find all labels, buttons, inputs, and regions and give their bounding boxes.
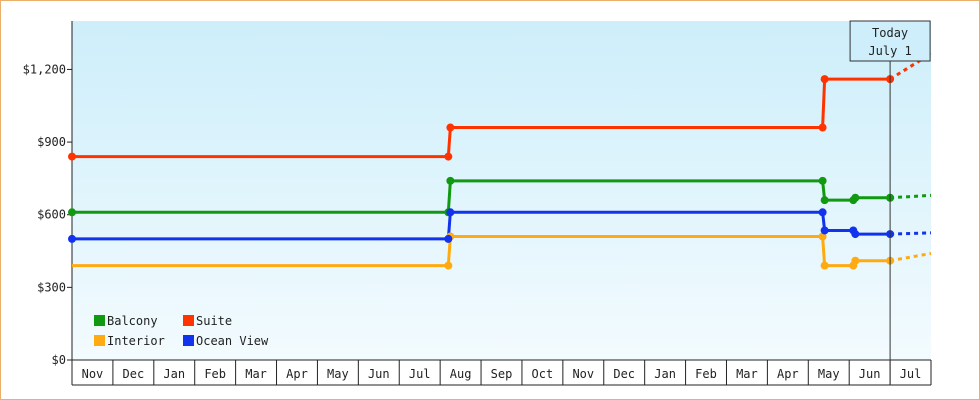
legend-label: Suite (196, 314, 232, 328)
legend-label: Ocean View (196, 334, 269, 348)
plot-background (72, 21, 931, 360)
data-point (820, 226, 829, 235)
x-tick-label: Mar (736, 367, 758, 381)
y-tick-label: $0 (52, 353, 66, 367)
legend-label: Balcony (107, 314, 158, 328)
x-tick-label: Apr (286, 367, 308, 381)
y-tick-label: $1,200 (23, 62, 66, 76)
x-tick-label: Nov (82, 367, 104, 381)
legend-label: Interior (107, 334, 165, 348)
x-tick-label: Dec (123, 367, 145, 381)
x-tick-label: Sep (491, 367, 513, 381)
legend-swatch (183, 335, 194, 346)
today-marker: Today July 1 (849, 20, 931, 385)
x-tick-label: Dec (613, 367, 635, 381)
data-point (851, 256, 860, 265)
legend-item: Balcony (94, 314, 158, 328)
data-point (68, 152, 76, 161)
series-projection (890, 231, 932, 236)
data-point (68, 208, 76, 217)
legend-swatch (94, 335, 105, 346)
series-line (72, 77, 891, 159)
x-tick-label: Jun (368, 367, 390, 381)
data-point (851, 193, 860, 202)
series-projection (889, 251, 932, 263)
x-tick-label: Feb (695, 367, 717, 381)
x-tick-label: Feb (204, 367, 226, 381)
today-date: July 1 (868, 44, 911, 58)
y-tick-label: $600 (37, 208, 66, 222)
legend-item: Ocean View (183, 334, 269, 348)
x-tick-label: May (818, 367, 840, 381)
data-point (444, 261, 453, 270)
data-point (444, 152, 453, 161)
x-axis: Nov Dec Jan Feb Mar Apr May Jun Jul Aug Sep Oct Nov D… (72, 359, 932, 386)
series-markers (68, 208, 895, 243)
x-tick-label: Mar (245, 367, 267, 381)
data-point (446, 123, 455, 132)
data-point (818, 176, 827, 185)
x-tick-label: Aug (450, 367, 472, 381)
data-point (446, 208, 455, 217)
today-label: Today (872, 26, 908, 40)
data-point (851, 230, 860, 239)
data-point (818, 123, 827, 132)
x-tick-label: Apr (777, 367, 799, 381)
legend: Balcony Suite Interior Ocean View (94, 314, 269, 348)
data-point (818, 208, 827, 217)
x-tick-label: Jan (163, 367, 185, 381)
x-tick-label: Nov (572, 367, 594, 381)
series-layer (68, 52, 932, 270)
x-tick-label: Jul (900, 367, 922, 381)
x-tick-label: Oct (532, 367, 554, 381)
y-tick-label: $900 (37, 135, 66, 149)
data-point (820, 196, 829, 205)
y-tick-label: $300 (37, 280, 66, 294)
legend-swatch (183, 315, 194, 326)
legend-swatch (94, 315, 105, 326)
today-box (849, 20, 931, 62)
x-tick-label: Jun (859, 367, 881, 381)
legend-item: Suite (183, 314, 232, 328)
legend-item: Interior (94, 334, 165, 348)
data-point (446, 176, 455, 185)
series-markers (68, 75, 895, 161)
data-point (68, 234, 76, 243)
x-tick-label: Jul (409, 367, 431, 381)
x-tick-label: Jan (654, 367, 676, 381)
data-point (820, 261, 829, 270)
x-tick-label: May (327, 367, 349, 381)
data-point (444, 234, 453, 243)
series-projection (890, 193, 932, 200)
data-point (820, 75, 829, 84)
y-axis: $0 $300 $600 $900 $1,200 (23, 21, 73, 385)
data-point (818, 232, 827, 241)
